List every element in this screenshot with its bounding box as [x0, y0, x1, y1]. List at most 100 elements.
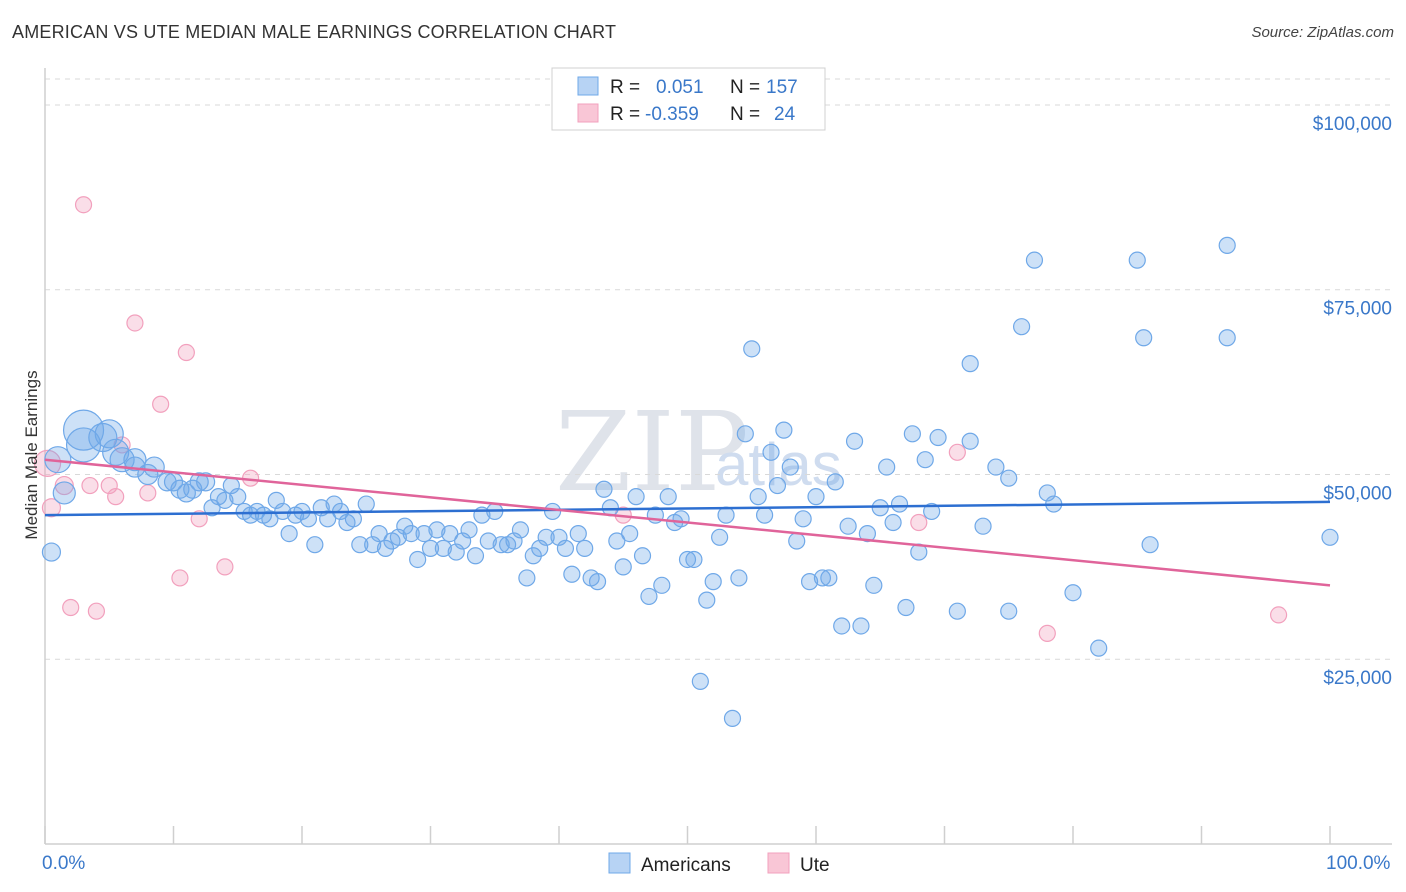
series-legend: Americans Ute — [609, 853, 830, 876]
ute-point-22 — [1271, 607, 1287, 623]
ute-point-3 — [63, 600, 79, 616]
american-point-125 — [879, 459, 895, 475]
american-point-108 — [769, 478, 785, 494]
american-point-142 — [1026, 252, 1042, 268]
american-point-150 — [1219, 237, 1235, 253]
american-point-102 — [731, 570, 747, 586]
american-point-129 — [904, 426, 920, 442]
american-point-140 — [1001, 470, 1017, 486]
ute-point-6 — [88, 603, 104, 619]
american-point-126 — [885, 515, 901, 531]
legend-r-label-2: R = — [610, 104, 640, 125]
american-point-139 — [1001, 603, 1017, 619]
american-point-69 — [519, 570, 535, 586]
american-point-148 — [1136, 330, 1152, 346]
american-point-114 — [808, 489, 824, 505]
american-point-120 — [847, 433, 863, 449]
american-point-117 — [827, 474, 843, 490]
x-axis-ticks — [45, 826, 1330, 844]
american-point-152 — [1322, 529, 1338, 545]
american-point-118 — [834, 618, 850, 634]
american-point-96 — [692, 673, 708, 689]
legend-swatch-americans — [578, 77, 598, 95]
american-point-75 — [557, 540, 573, 556]
american-point-12 — [144, 457, 164, 477]
ute-point-13 — [172, 570, 188, 586]
american-point-84 — [615, 559, 631, 575]
american-point-151 — [1219, 330, 1235, 346]
american-point-95 — [686, 551, 702, 567]
american-point-77 — [570, 526, 586, 542]
american-point-133 — [930, 430, 946, 446]
american-point-80 — [590, 574, 606, 590]
american-point-110 — [782, 459, 798, 475]
ute-point-20 — [949, 444, 965, 460]
american-point-134 — [949, 603, 965, 619]
american-point-86 — [628, 489, 644, 505]
american-point-8 — [53, 482, 75, 504]
american-point-104 — [744, 341, 760, 357]
bottom-legend-swatch-americans — [609, 853, 630, 873]
american-point-98 — [705, 574, 721, 590]
american-point-128 — [898, 600, 914, 616]
ute-point-14 — [178, 345, 194, 361]
ute-point-8 — [108, 489, 124, 505]
american-point-106 — [757, 507, 773, 523]
ute-point-4 — [76, 197, 92, 213]
american-point-112 — [795, 511, 811, 527]
american-point-73 — [545, 503, 561, 519]
american-point-93 — [673, 511, 689, 527]
american-point-101 — [724, 710, 740, 726]
american-point-121 — [853, 618, 869, 634]
legend-n-value-2: 24 — [774, 104, 796, 125]
american-point-123 — [866, 577, 882, 593]
ute-point-11 — [140, 485, 156, 501]
ute-point-19 — [911, 515, 927, 531]
american-point-137 — [975, 518, 991, 534]
legend-n-value-1: 157 — [766, 77, 798, 98]
ute-point-12 — [153, 396, 169, 412]
american-point-60 — [461, 522, 477, 538]
ute-point-16 — [217, 559, 233, 575]
american-point-97 — [699, 592, 715, 608]
y-tick-label-50000: $50,000 — [1323, 483, 1392, 504]
x-tick-label-max: 100.0% — [1326, 853, 1391, 874]
american-point-32 — [281, 526, 297, 542]
american-point-36 — [307, 537, 323, 553]
american-point-52 — [410, 551, 426, 567]
legend-r-value-2: -0.359 — [645, 104, 699, 125]
american-point-119 — [840, 518, 856, 534]
american-point-146 — [1091, 640, 1107, 656]
bottom-legend-americans: Americans — [641, 855, 731, 876]
bottom-legend-ute: Ute — [800, 855, 830, 876]
legend-r-value-1: 0.051 — [656, 77, 704, 98]
legend-r-label-1: R = — [610, 77, 640, 98]
legend-n-label-1: N = — [730, 77, 760, 98]
american-point-100 — [718, 507, 734, 523]
scatter-chart: ZIP atlas $25,000$50,000$75,000$100,000 … — [0, 0, 1406, 892]
american-point-68 — [512, 522, 528, 538]
ute-point-10 — [127, 315, 143, 331]
y-tick-label-75000: $75,000 — [1323, 299, 1392, 320]
american-point-105 — [750, 489, 766, 505]
american-point-136 — [962, 356, 978, 372]
american-point-147 — [1129, 252, 1145, 268]
american-point-78 — [577, 540, 593, 556]
american-point-88 — [641, 588, 657, 604]
y-tick-label-25000: $25,000 — [1323, 668, 1392, 689]
american-point-44 — [358, 496, 374, 512]
american-point-107 — [763, 444, 779, 460]
ute-point-5 — [82, 478, 98, 494]
american-point-145 — [1065, 585, 1081, 601]
legend-swatch-ute — [578, 104, 598, 122]
american-point-91 — [660, 489, 676, 505]
american-point-61 — [467, 548, 483, 564]
ute-point-21 — [1039, 625, 1055, 641]
american-point-141 — [1014, 319, 1030, 335]
correlation-legend: R = 0.051 N = 157 R = -0.359 N = 24 — [552, 68, 825, 130]
american-point-116 — [821, 570, 837, 586]
x-tick-label-min: 0.0% — [42, 853, 85, 874]
american-point-99 — [712, 529, 728, 545]
legend-n-label-2: N = — [730, 104, 760, 125]
american-point-90 — [654, 577, 670, 593]
